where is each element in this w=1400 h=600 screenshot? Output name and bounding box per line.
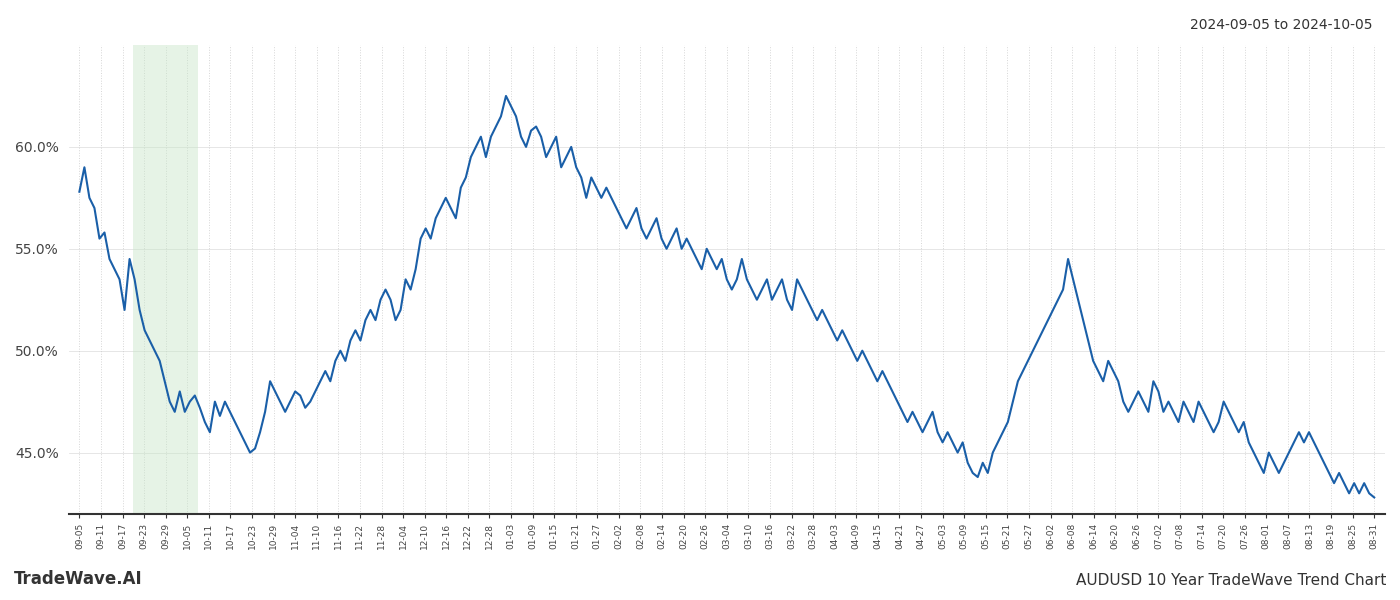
Text: AUDUSD 10 Year TradeWave Trend Chart: AUDUSD 10 Year TradeWave Trend Chart — [1075, 573, 1386, 588]
Text: 2024-09-05 to 2024-10-05: 2024-09-05 to 2024-10-05 — [1190, 18, 1372, 32]
Bar — [133, 45, 197, 514]
Text: TradeWave.AI: TradeWave.AI — [14, 570, 143, 588]
